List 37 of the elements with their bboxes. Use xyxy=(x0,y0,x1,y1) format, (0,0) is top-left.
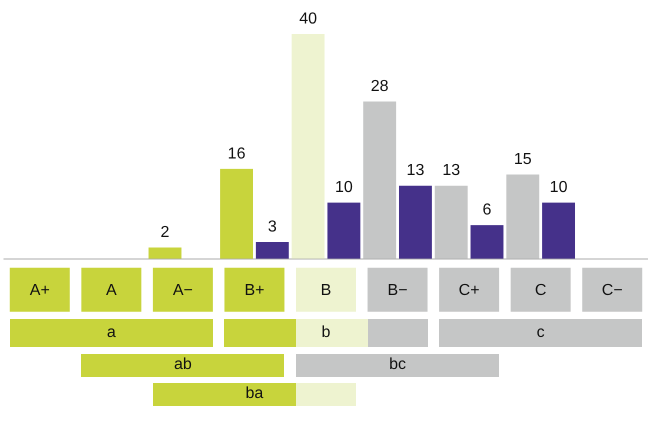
x-tick-label: A+ xyxy=(30,282,50,299)
group-strip: a xyxy=(10,318,213,347)
x-tick-label: A− xyxy=(172,282,193,299)
group-strip: b xyxy=(224,318,428,347)
data-label: 13 xyxy=(406,162,424,180)
x-tick-label: B xyxy=(320,282,332,299)
data-label: 10 xyxy=(334,179,353,196)
bar xyxy=(470,225,504,259)
bar xyxy=(148,248,182,259)
data-label: 16 xyxy=(228,145,246,162)
x-tick-label: B− xyxy=(388,282,408,299)
bar xyxy=(542,202,576,259)
bar xyxy=(506,174,540,259)
x-tick-label: C− xyxy=(602,282,623,299)
x-tick-label: C xyxy=(534,282,546,299)
bar xyxy=(220,168,254,259)
group-strip: ba xyxy=(152,382,356,406)
bar xyxy=(256,242,289,259)
data-label: 28 xyxy=(370,78,389,95)
data-label: 10 xyxy=(550,179,568,196)
bar xyxy=(327,202,360,259)
x-tick-label: B+ xyxy=(244,282,264,299)
data-label: 40 xyxy=(299,10,318,28)
x-tick-label: C+ xyxy=(458,282,480,299)
data-label: 15 xyxy=(514,150,532,168)
bar xyxy=(434,186,468,259)
data-label: 2 xyxy=(160,224,170,241)
data-label: 13 xyxy=(442,162,460,180)
bar xyxy=(398,186,432,259)
x-tick-label: A xyxy=(106,282,117,299)
bar xyxy=(363,101,396,259)
group-strip: ab xyxy=(81,354,284,377)
bar xyxy=(292,34,325,259)
data-label: 3 xyxy=(268,218,277,236)
group-strip: c xyxy=(439,318,642,347)
group-strip: bc xyxy=(296,354,500,377)
data-label: 6 xyxy=(482,201,492,218)
